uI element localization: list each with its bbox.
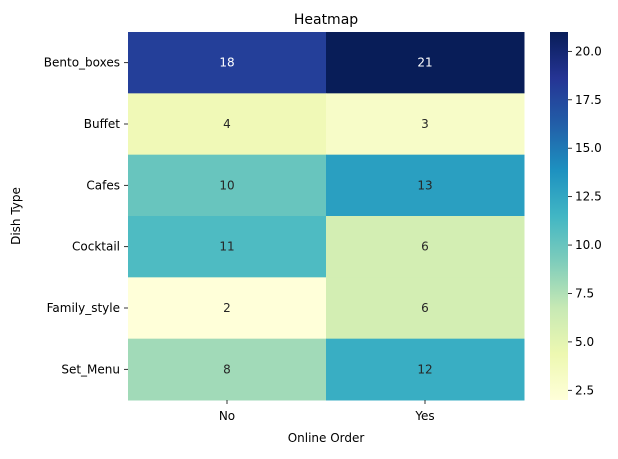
- y-tick-label: Buffet: [84, 117, 120, 131]
- cell-value-label: 4: [223, 117, 231, 131]
- cell-value-label: 8: [223, 362, 231, 376]
- y-tick-label: Set_Menu: [61, 362, 120, 376]
- cell-value-label: 12: [417, 362, 432, 376]
- chart-title: Heatmap: [294, 12, 358, 28]
- heatmap-cell: [326, 216, 525, 278]
- cell-value-label: 2: [223, 301, 231, 315]
- colorbar-tick-label: 2.5: [575, 383, 594, 397]
- y-tick-label: Family_style: [47, 301, 120, 315]
- y-tick-label: Cocktail: [72, 240, 120, 254]
- x-axis-label: Online Order: [288, 431, 365, 445]
- heatmap-cell: [326, 338, 525, 401]
- x-tick-label: Yes: [414, 409, 434, 423]
- heatmap-cells: 18 21 4 3 10 13 11 6 2 6 8 12: [128, 32, 525, 401]
- cell-value-label: 21: [417, 56, 432, 70]
- colorbar-gradient: [550, 32, 568, 400]
- colorbar-tick-label: 15.0: [575, 141, 602, 155]
- cell-value-label: 13: [417, 178, 432, 192]
- cell-value-label: 3: [421, 117, 429, 131]
- x-tick-label: No: [219, 409, 235, 423]
- colorbar-ticks: 2.5 5.0 7.5 10.0 12.5 15.0 17.5 20.0: [568, 44, 602, 397]
- colorbar: 2.5 5.0 7.5 10.0 12.5 15.0 17.5 20.0: [550, 32, 602, 400]
- cell-value-label: 6: [421, 301, 429, 315]
- cell-value-label: 11: [219, 240, 234, 254]
- heatmap-cell: [326, 32, 525, 94]
- colorbar-tick-label: 5.0: [575, 335, 594, 349]
- heatmap-cell: [128, 93, 327, 156]
- colorbar-tick-label: 7.5: [575, 286, 594, 300]
- heatmap-cell: [128, 154, 327, 217]
- heatmap-cell: [128, 216, 327, 278]
- heatmap-cell: [326, 93, 525, 156]
- cell-value-label: 6: [421, 240, 429, 254]
- heatmap-cell: [128, 277, 327, 340]
- colorbar-tick-label: 17.5: [575, 93, 602, 107]
- colorbar-tick-label: 12.5: [575, 190, 602, 204]
- x-axis: No Yes: [219, 400, 435, 423]
- heatmap-cell: [128, 338, 327, 401]
- colorbar-tick-label: 20.0: [575, 44, 602, 58]
- cell-value-label: 10: [219, 178, 234, 192]
- cell-value-label: 18: [219, 56, 234, 70]
- heatmap-cell: [326, 277, 525, 340]
- y-tick-label: Cafes: [86, 178, 120, 192]
- heatmap-cell: [128, 32, 327, 94]
- y-axis-label: Dish Type: [9, 187, 23, 245]
- heatmap-cell: [326, 154, 525, 217]
- colorbar-tick-label: 10.0: [575, 238, 602, 252]
- y-axis: Bento_boxes Buffet Cafes Cocktail Family_sty…: [44, 56, 128, 376]
- y-tick-label: Bento_boxes: [44, 56, 120, 70]
